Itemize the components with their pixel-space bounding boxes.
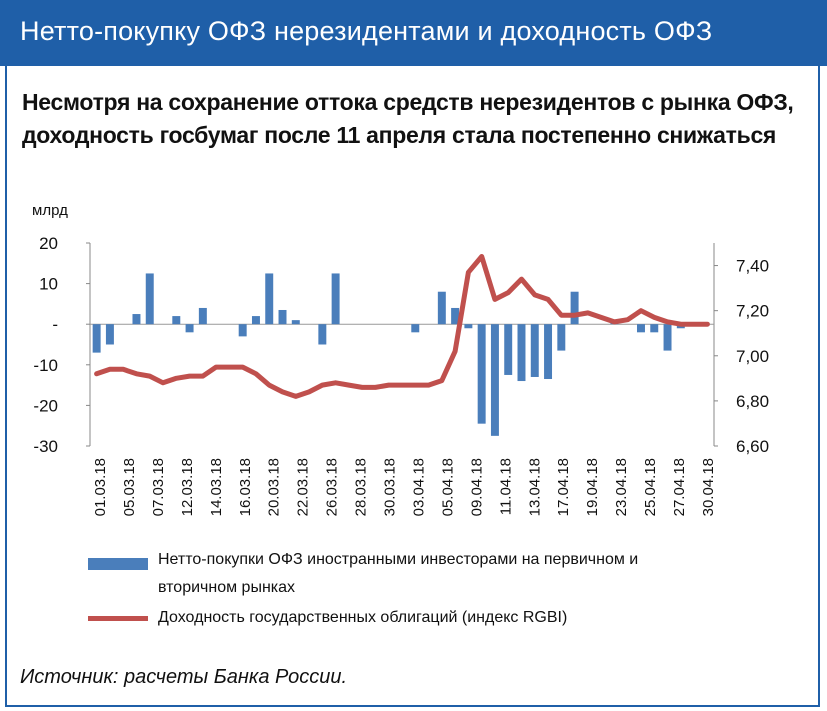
x-tick-label: 26.03.18 bbox=[324, 458, 341, 516]
bar bbox=[650, 324, 659, 333]
left-axis-tick-label: 10 bbox=[39, 275, 58, 294]
x-tick-label: 20.03.18 bbox=[266, 458, 283, 516]
x-tick-label: 17.04.18 bbox=[555, 458, 572, 516]
right-axis-tick-label: 7,00 bbox=[736, 347, 769, 366]
x-tick-label: 05.03.18 bbox=[121, 458, 138, 516]
banner: Нетто-покупку ОФЗ нерезидентами и доходн… bbox=[0, 0, 827, 66]
x-tick-label: 01.03.18 bbox=[92, 458, 109, 516]
bar bbox=[331, 273, 340, 325]
x-tick-label: 07.03.18 bbox=[150, 458, 167, 516]
x-tick-label: 30.04.18 bbox=[700, 458, 717, 516]
x-tick-label: 13.04.18 bbox=[526, 458, 543, 516]
bar bbox=[490, 324, 499, 436]
bar bbox=[132, 314, 141, 325]
x-tick-label: 30.03.18 bbox=[382, 458, 399, 516]
right-axis-tick-label: 7,40 bbox=[736, 257, 769, 276]
x-tick-label: 05.04.18 bbox=[439, 458, 456, 516]
left-axis-unit: млрд bbox=[32, 202, 68, 219]
bar bbox=[198, 307, 207, 325]
bar bbox=[238, 324, 247, 337]
x-tick-label: 16.03.18 bbox=[237, 458, 254, 516]
right-axis-tick-label: 7,20 bbox=[736, 302, 769, 321]
x-tick-label: 23.04.18 bbox=[613, 458, 630, 516]
source-note: Источник: расчеты Банка России. bbox=[20, 666, 348, 688]
left-axis-tick-label: - bbox=[52, 315, 58, 334]
bar bbox=[172, 316, 181, 325]
left-axis-tick-label: -10 bbox=[33, 356, 58, 375]
left-axis-tick-label: 20 bbox=[39, 234, 58, 253]
bar bbox=[265, 273, 274, 325]
bar bbox=[105, 324, 114, 345]
right-axis-tick-label: 6,60 bbox=[736, 437, 769, 456]
bar bbox=[318, 324, 327, 345]
x-tick-label: 22.03.18 bbox=[295, 458, 312, 516]
bar bbox=[251, 316, 260, 325]
legend-bars-label-line2: вторичном рынках bbox=[158, 579, 296, 596]
bar bbox=[504, 324, 513, 375]
bar bbox=[464, 324, 473, 329]
x-tick-label: 03.04.18 bbox=[411, 458, 428, 516]
legend-bars-label-line1: Нетто-покупки ОФЗ иностранными инвестора… bbox=[158, 551, 639, 568]
bar bbox=[185, 324, 194, 333]
bar bbox=[477, 324, 486, 424]
bar bbox=[437, 291, 446, 325]
bar bbox=[570, 291, 579, 325]
x-tick-label: 19.04.18 bbox=[584, 458, 601, 516]
legend-line-swatch bbox=[88, 616, 148, 621]
bar bbox=[145, 273, 154, 325]
x-tick-label: 25.04.18 bbox=[642, 458, 659, 516]
bar bbox=[278, 309, 287, 325]
x-tick-label: 12.03.18 bbox=[179, 458, 196, 516]
left-axis-tick-label: -20 bbox=[33, 396, 58, 415]
x-tick-label: 27.04.18 bbox=[671, 458, 688, 516]
left-axis-tick-label: -30 bbox=[33, 437, 58, 456]
bar bbox=[291, 320, 300, 325]
right-axis-tick-label: 6,80 bbox=[736, 392, 769, 411]
legend-line-label: Доходность государственных облигаций (ин… bbox=[158, 609, 568, 626]
bar bbox=[544, 324, 553, 380]
chart-headline: Несмотря на сохранение оттока средств не… bbox=[22, 89, 794, 148]
bar bbox=[530, 324, 539, 377]
banner-title: Нетто-покупку ОФЗ нерезидентами и доходн… bbox=[20, 16, 713, 46]
bar bbox=[451, 307, 460, 325]
content-frame bbox=[5, 66, 820, 707]
x-tick-label: 28.03.18 bbox=[353, 458, 370, 516]
bar bbox=[92, 324, 101, 353]
x-tick-label: 11.04.18 bbox=[497, 458, 514, 515]
bar bbox=[411, 324, 420, 333]
bar bbox=[663, 324, 672, 351]
x-tick-label: 09.04.18 bbox=[468, 458, 485, 516]
x-tick-label: 14.03.18 bbox=[208, 458, 225, 516]
legend-bar-swatch bbox=[88, 558, 148, 570]
rgbi-line bbox=[94, 254, 710, 399]
bar bbox=[517, 324, 526, 382]
bar bbox=[557, 324, 566, 351]
bar bbox=[636, 324, 645, 333]
